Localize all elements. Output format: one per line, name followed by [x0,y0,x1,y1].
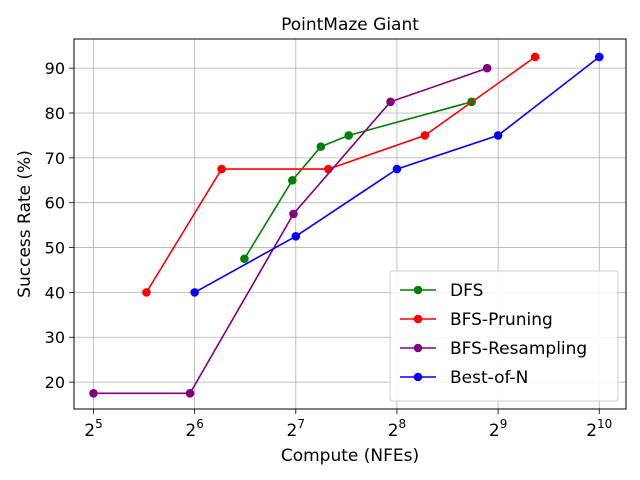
data-point [344,131,354,140]
data-point [217,164,226,174]
y-axis-label: Success Rate (%) [15,150,35,298]
data-point [420,131,430,140]
x-tick-label: 29 [489,417,507,441]
y-tick-label: 20 [45,373,65,392]
legend-marker [413,285,423,295]
data-point [289,209,298,219]
y-tick-label: 30 [45,328,65,347]
legend-box [389,270,619,402]
data-point [482,63,492,73]
data-point [594,52,604,62]
grid [74,39,626,409]
legend-label: BFS-Resampling [450,339,587,359]
legend: DFS BFS-Pruning BFS-Resampling Best-of-N [389,270,619,402]
data-point [89,389,98,398]
data-point [530,52,540,62]
legend-label: Best-of-N [450,368,528,388]
series-bfs-resampling [89,63,492,398]
data-point [386,97,395,107]
legend-marker [413,314,423,324]
data-point [240,254,249,264]
series-layer [89,52,604,398]
data-point [142,288,151,297]
series-bfs-pruning [142,52,540,297]
data-point [185,389,195,398]
legend-marker [413,343,423,353]
y-tick-label: 60 [45,194,65,213]
data-point [190,288,199,297]
y-tick-label: 90 [45,59,65,78]
legend-item: DFS [400,281,483,301]
x-tick-label: 25 [84,417,102,441]
ticks: 25 26 27 28 29 210 20 30 40 50 60 70 80 90 [45,59,613,441]
y-tick-label: 80 [45,104,65,123]
x-tick-label: 27 [287,417,305,441]
y-tick-label: 40 [45,283,65,302]
legend-label: DFS [450,281,483,301]
legend-label: BFS-Pruning [450,310,553,330]
y-tick-label: 50 [45,239,65,258]
series-dfs [240,97,476,264]
x-axis-label: Compute (NFEs) [281,446,419,466]
plot-frame [73,38,627,410]
y-tick-label: 70 [45,149,65,168]
legend-item: BFS-Resampling [400,339,587,359]
data-point [316,142,326,151]
x-tick-label: 210 [586,417,612,441]
x-tick-label: 26 [185,417,203,441]
data-point [288,175,297,185]
data-point [493,131,503,140]
series-line [145,56,536,293]
chart-title: PointMaze Giant [281,15,419,35]
legend-item: BFS-Pruning [400,310,553,330]
data-point [291,232,301,241]
series-line [243,101,472,260]
data-point [392,164,402,174]
series-best-of-n [190,52,604,297]
legend-marker [413,372,423,382]
x-tick-label: 28 [388,417,406,441]
legend-item: Best-of-N [400,368,528,388]
